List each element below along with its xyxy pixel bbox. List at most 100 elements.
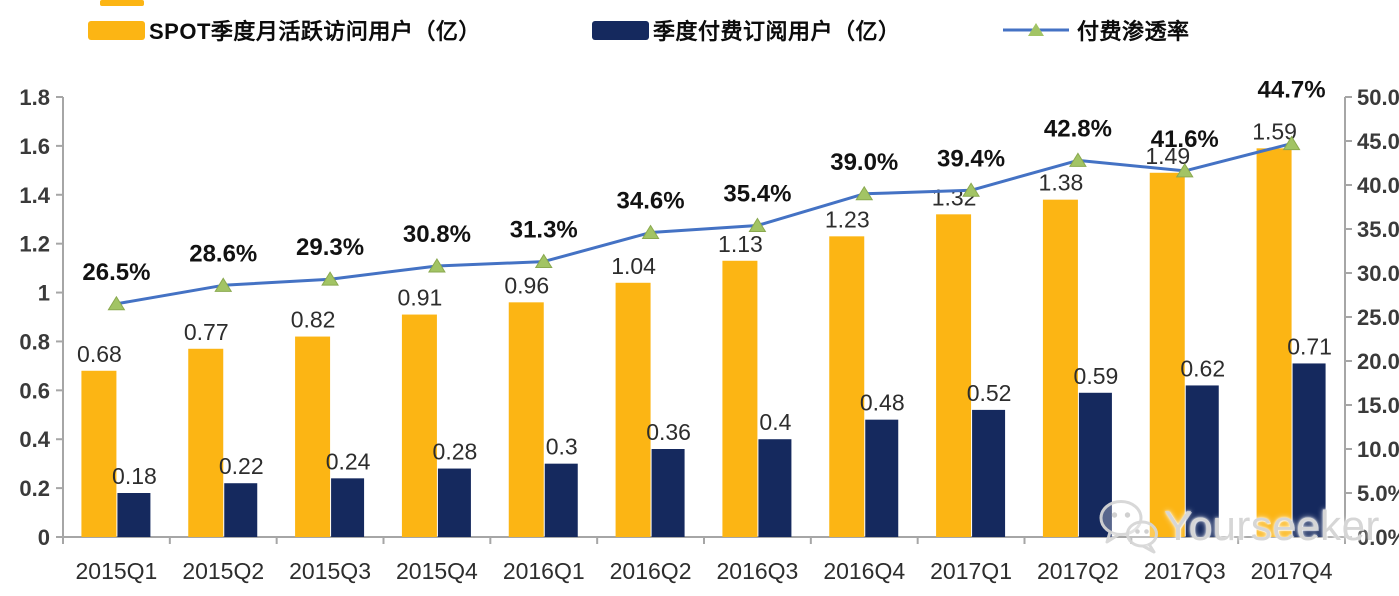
x-axis-label-2016Q3: 2016Q3 <box>716 558 798 584</box>
right-axis-tick-label: 35.0% <box>1357 217 1399 242</box>
line-marker-2017Q4 <box>1282 135 1301 151</box>
penetration-label-2017Q4: 44.7% <box>1258 77 1326 104</box>
watermark-text: Yourseeker <box>1164 502 1380 549</box>
bar-label-mau-2015Q3: 0.82 <box>291 307 336 333</box>
right-axis-tick-label: 45.0% <box>1357 129 1399 154</box>
penetration-label-2015Q1: 26.5% <box>82 259 150 286</box>
bar-subscribers-2015Q4 <box>437 468 471 537</box>
left-axis-tick-label: 0 <box>38 525 50 550</box>
bar-mau-2016Q3 <box>722 260 758 537</box>
bar-label-subscribers-2015Q3: 0.24 <box>326 448 371 474</box>
bar-mau-2015Q3 <box>295 336 331 537</box>
line-marker-2015Q4 <box>428 258 446 273</box>
bar-mau-2017Q4 <box>1256 148 1292 538</box>
bar-subscribers-2017Q1 <box>972 409 1006 537</box>
line-marker-2016Q1 <box>534 253 553 269</box>
penetration-label-2016Q3: 35.4% <box>723 180 791 207</box>
bar-subscribers-2016Q3 <box>758 439 792 537</box>
bar-label-mau-2015Q1: 0.68 <box>77 341 122 367</box>
bar-mau-2016Q1 <box>508 302 544 537</box>
penetration-label-2016Q1: 31.3% <box>510 217 578 244</box>
bar-label-mau-2016Q2: 1.04 <box>611 253 656 279</box>
line-marker-2017Q2 <box>1069 152 1087 167</box>
x-axis-label-2017Q4: 2017Q4 <box>1251 558 1333 584</box>
bar-subscribers-2017Q4 <box>1292 363 1326 537</box>
bar-mau-2015Q1 <box>81 370 117 537</box>
left-axis-tick-label: 1.2 <box>19 232 50 257</box>
legend-item-subscribers: 季度付费订阅用户（亿） <box>592 14 901 46</box>
penetration-line <box>114 142 1294 306</box>
line-marker-2015Q3 <box>321 271 339 286</box>
left-axis-tick-label: 0.8 <box>19 329 50 354</box>
wechat-icon <box>1096 496 1160 556</box>
line-marker-2016Q4 <box>855 185 874 201</box>
x-axis-label-2016Q4: 2016Q4 <box>823 558 905 584</box>
bar-subscribers-2016Q4 <box>865 419 899 537</box>
penetration-label-2017Q3: 41.6% <box>1151 126 1219 153</box>
penetration-label-2016Q4: 39.0% <box>830 149 898 176</box>
bar-subscribers-2017Q2 <box>1078 392 1112 537</box>
right-axis-tick-label: 10.0% <box>1357 437 1399 462</box>
x-axis-label-2017Q1: 2017Q1 <box>930 558 1012 584</box>
penetration-label-2017Q1: 39.4% <box>937 145 1005 172</box>
bar-label-subscribers-2015Q4: 0.28 <box>433 439 478 465</box>
bar-label-subscribers-2016Q3: 0.4 <box>759 409 791 435</box>
bar-label-subscribers-2015Q1: 0.18 <box>112 463 157 489</box>
left-axis-tick-label: 0.2 <box>19 476 50 501</box>
line-marker-2016Q2 <box>641 224 660 240</box>
bar-subscribers-2016Q2 <box>651 449 685 537</box>
line-marker-2015Q2 <box>214 277 233 292</box>
x-axis-label-2015Q4: 2015Q4 <box>396 558 478 584</box>
x-axis-label-2017Q2: 2017Q2 <box>1037 558 1119 584</box>
bar-label-mau-2016Q3: 1.13 <box>718 231 763 257</box>
penetration-label-2017Q2: 42.8% <box>1044 115 1112 142</box>
bar-label-mau-2017Q3: 1.49 <box>1145 143 1190 169</box>
x-axis-label-2017Q3: 2017Q3 <box>1144 558 1226 584</box>
bar-mau-2016Q4 <box>829 236 865 538</box>
legend-item-mau: SPOT季度月活跃访问用户（亿） <box>88 14 481 46</box>
bar-label-mau-2015Q2: 0.77 <box>184 319 229 345</box>
right-axis-tick-label: 25.0% <box>1357 305 1399 330</box>
bar-label-subscribers-2015Q2: 0.22 <box>219 453 264 479</box>
bar-label-mau-2016Q1: 0.96 <box>504 272 549 298</box>
left-axis-tick-label: 0.6 <box>19 378 50 403</box>
bar-label-subscribers-2016Q1: 0.3 <box>546 434 578 460</box>
left-axis-tick-label: 1 <box>38 281 50 306</box>
right-axis-tick-label: 15.0% <box>1357 393 1399 418</box>
bar-mau-2017Q1 <box>936 214 972 538</box>
legend-label-mau: SPOT季度月活跃访问用户（亿） <box>149 19 481 44</box>
x-axis-label-2016Q1: 2016Q1 <box>503 558 585 584</box>
cropped-swatch-fragment <box>100 0 144 6</box>
x-axis-label-2015Q1: 2015Q1 <box>75 558 157 584</box>
legend-label-penetration: 付费渗透率 <box>1077 19 1190 44</box>
bar-mau-2016Q2 <box>615 282 651 537</box>
x-axis-label-2015Q3: 2015Q3 <box>289 558 371 584</box>
left-axis-tick-label: 1.6 <box>19 134 50 159</box>
watermark: Yourseeker <box>1096 496 1380 556</box>
x-axis-label-2015Q2: 2015Q2 <box>182 558 264 584</box>
right-axis-tick-label: 5.0% <box>1357 481 1399 506</box>
legend-label-subscribers: 季度付费订阅用户（亿） <box>653 19 901 44</box>
left-axis-tick-label: 0.4 <box>19 427 50 452</box>
bar-label-subscribers-2016Q2: 0.36 <box>646 419 691 445</box>
line-marker-2015Q1 <box>107 295 126 311</box>
bar-subscribers-2015Q1 <box>117 493 151 537</box>
line-marker-2017Q1 <box>962 182 980 197</box>
right-axis-tick-label: 40.0% <box>1357 173 1399 198</box>
bar-mau-2017Q2 <box>1042 199 1078 537</box>
bar-label-subscribers-2016Q4: 0.48 <box>860 390 905 416</box>
bar-subscribers-2016Q1 <box>544 463 578 537</box>
bar-label-subscribers-2017Q3: 0.62 <box>1180 355 1225 381</box>
bar-mau-2015Q4 <box>401 314 437 537</box>
line-marker-2017Q3 <box>1175 162 1194 178</box>
bar-label-subscribers-2017Q4: 0.71 <box>1287 333 1332 359</box>
legend-item-penetration: 付费渗透率 <box>1003 14 1190 46</box>
bar-subscribers-2017Q3 <box>1185 385 1219 537</box>
bar-subscribers-2015Q3 <box>331 478 365 537</box>
bar-label-subscribers-2017Q1: 0.52 <box>967 380 1012 406</box>
right-axis-tick-label: 50.0% <box>1357 85 1399 110</box>
x-axis-label-2016Q2: 2016Q2 <box>610 558 692 584</box>
line-marker-2016Q3 <box>748 217 767 232</box>
